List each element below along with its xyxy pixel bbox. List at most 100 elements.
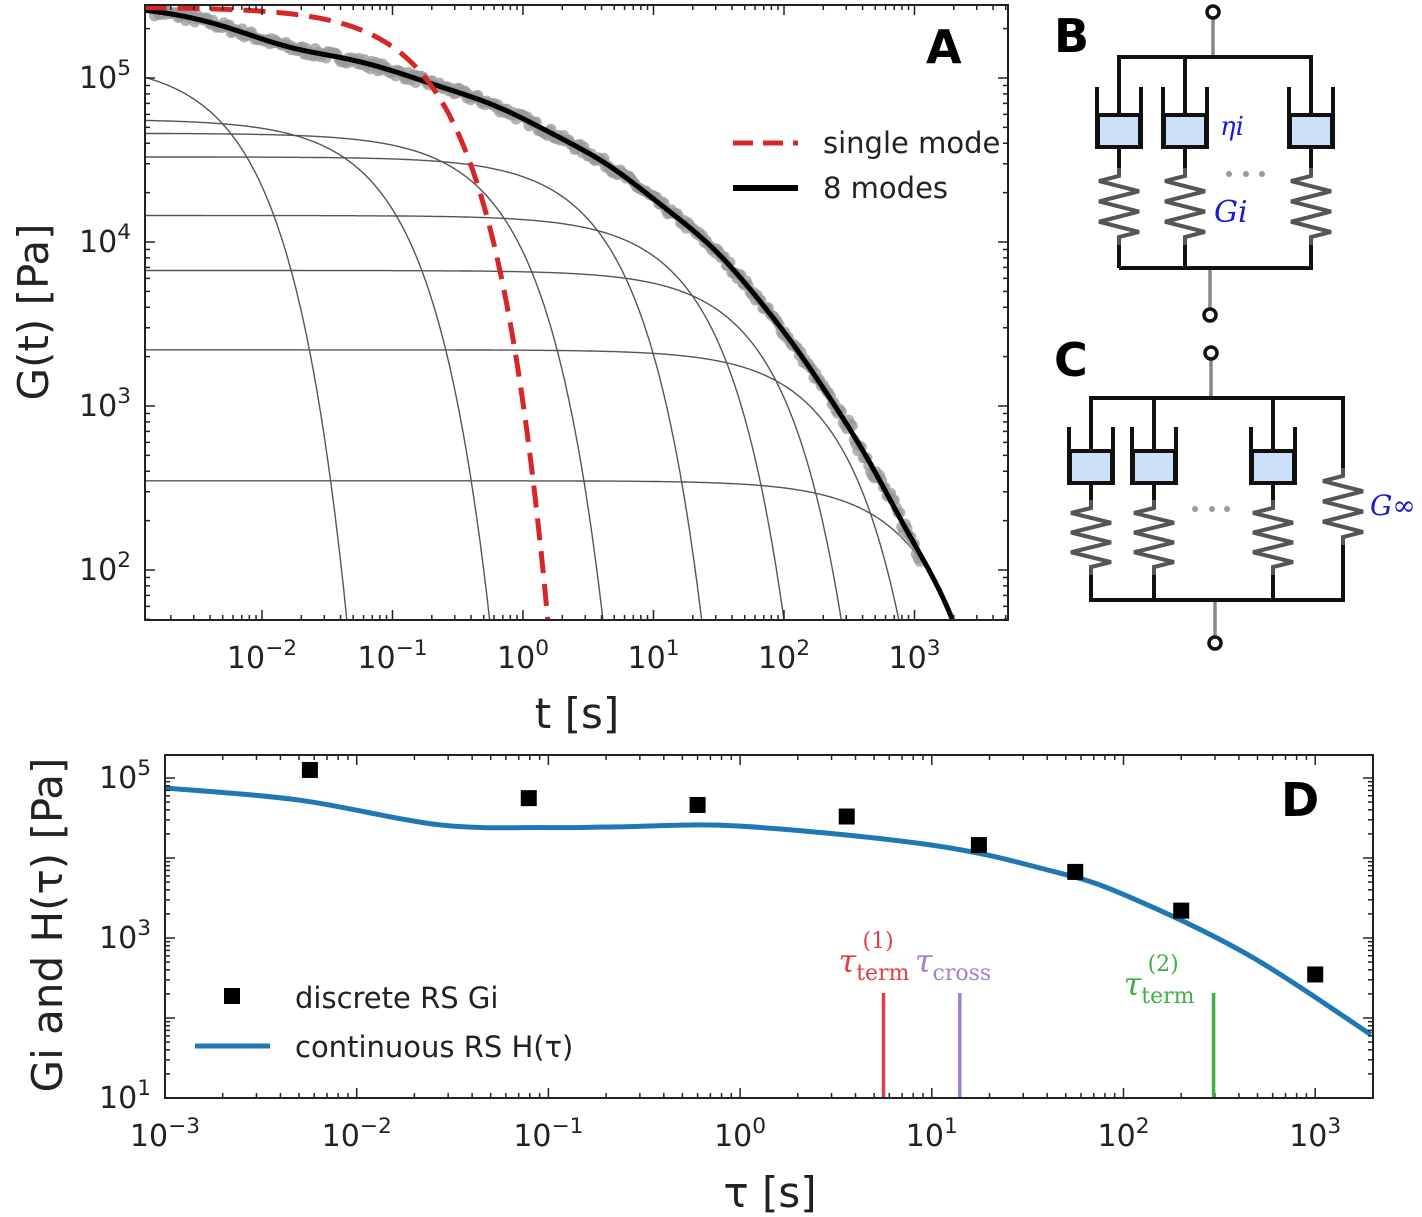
terminal-icon	[1207, 635, 1223, 651]
tick-exponent: 1	[137, 1076, 151, 1101]
terminal-icon	[1205, 4, 1221, 20]
panel-d-letter: D	[1281, 773, 1319, 827]
panel-d-xlabel: τ [s]	[723, 1168, 816, 1217]
dashpot-piston-icon	[1250, 449, 1296, 485]
legend-8-modes: 8 modes	[823, 171, 948, 205]
panel-c-diagram	[1067, 345, 1364, 651]
panel-a-y-tick-label: 105	[79, 56, 131, 96]
panel-d-x-tick-label: 100	[714, 1114, 766, 1154]
panel-b-letter: B	[1054, 9, 1089, 63]
tick-exponent: 1	[944, 1114, 958, 1139]
mode-curve	[145, 119, 491, 620]
panel-a-x-tick-label: 10−1	[357, 636, 427, 676]
tick-exponent: 3	[117, 384, 131, 409]
tick-exponent: −2	[265, 636, 297, 661]
panel-a-x-tick-label: 101	[628, 636, 680, 676]
panel-d-ylabel: Gi and H(τ) [Pa]	[23, 758, 72, 1093]
dashpot-piston-icon	[1096, 113, 1142, 149]
panel-d-x-tick-label: 101	[906, 1114, 958, 1154]
panel-a-xlabel: t [s]	[535, 689, 619, 738]
discrete-spectrum-marker	[838, 808, 855, 825]
tick-exponent: 2	[1136, 1114, 1150, 1139]
discrete-spectrum-marker	[689, 796, 706, 813]
mode-curve	[145, 76, 348, 620]
spring-icon	[1252, 500, 1294, 575]
dashpot-piston-icon	[1288, 113, 1334, 149]
panel-d-y-tick-label: 103	[99, 916, 151, 956]
panel-d-legend: discrete RS Gi continuous RS H(τ)	[195, 981, 573, 1064]
dashpot-piston-icon	[1131, 449, 1177, 485]
panel-a-frame	[144, 4, 1009, 621]
dashpot-piston-icon	[1068, 449, 1114, 485]
label-superscript: (1)	[863, 929, 894, 954]
tick-exponent: 0	[535, 636, 549, 661]
legend-discrete: discrete RS Gi	[295, 981, 498, 1015]
mode-curve	[145, 480, 954, 620]
tick-exponent: 3	[137, 916, 151, 941]
panel-c-letter: C	[1054, 333, 1088, 387]
panel-b-diagram	[1095, 4, 1335, 323]
annotation-label-cross: τcross	[915, 942, 991, 986]
panel-d-x-tick-label: 103	[1289, 1114, 1341, 1154]
legend-discrete-marker	[224, 988, 240, 1004]
ellipsis-dot	[1192, 506, 1198, 512]
panel-d-x-tick-label: 10−2	[322, 1114, 392, 1154]
panel-a-x-tick-label: 100	[497, 636, 549, 676]
tick-exponent: 3	[927, 636, 941, 661]
tick-exponent: 5	[117, 56, 131, 81]
panel-d-plot-area	[165, 761, 1373, 1037]
eta-label: ηi	[1220, 112, 1244, 142]
tick-exponent: −3	[168, 1114, 200, 1139]
mode-curve	[145, 156, 703, 620]
panel-a-ylabel: G(t) [Pa]	[9, 223, 58, 400]
tick-exponent: 1	[666, 636, 680, 661]
tick-exponent: 3	[1327, 1114, 1341, 1139]
ellipsis-dot	[1209, 506, 1215, 512]
panel-a-y-tick-label: 103	[79, 384, 131, 424]
ellipsis-dot	[1259, 171, 1265, 177]
discrete-spectrum-marker	[301, 761, 318, 778]
panel-d: 10−3 10−2 10−1 100 101 102 103101103105τterm(1…	[99, 754, 1374, 1154]
discrete-spectrum-marker	[1307, 966, 1324, 983]
mode-curve	[145, 269, 842, 620]
panel-d-y-tick-label: 105	[99, 756, 151, 796]
label-superscript: (2)	[1148, 952, 1179, 977]
spring-icon	[1290, 168, 1332, 245]
panel-a-letter: A	[926, 20, 962, 74]
annotation-label-term: τterm (1)	[839, 929, 910, 986]
tau-symbol: τ	[1124, 965, 1143, 1003]
dashpot-piston-icon	[1162, 113, 1208, 149]
g-inf-spring-icon	[1322, 468, 1364, 545]
panel-d-x-tick-label: 10−3	[130, 1114, 200, 1154]
spring-icon	[1098, 168, 1140, 245]
label-subscript: term	[1141, 984, 1194, 1009]
label-subscript: term	[856, 961, 909, 986]
mode-curve	[145, 132, 604, 620]
discrete-spectrum-marker	[1067, 863, 1084, 880]
tick-exponent: 2	[796, 636, 810, 661]
label-subscript: cross	[933, 961, 992, 986]
panel-d-frame	[164, 754, 1374, 1099]
panel-a-plot-area	[145, 5, 956, 620]
tau-symbol: τ	[839, 942, 858, 980]
tick-exponent: 0	[752, 1114, 766, 1139]
discrete-spectrum-marker	[970, 837, 987, 854]
tick-exponent: −1	[396, 636, 428, 661]
spring-icon	[1133, 500, 1175, 575]
spring-icon	[1070, 500, 1112, 575]
terminal-icon	[1202, 307, 1218, 323]
mode-curve	[145, 214, 785, 620]
panel-a-x-tick-label: 103	[889, 636, 941, 676]
panel-a-x-tick-label: 10−2	[227, 636, 297, 676]
tick-exponent: −1	[552, 1114, 584, 1139]
panel-a-y-tick-label: 102	[79, 548, 131, 588]
mode-curve	[145, 349, 900, 620]
legend-continuous: continuous RS H(τ)	[295, 1030, 573, 1064]
single-mode-line	[145, 5, 551, 620]
tick-exponent: −2	[360, 1114, 392, 1139]
g-i-label: Gi	[1214, 195, 1248, 230]
discrete-spectrum-marker	[520, 790, 537, 807]
panel-d-x-tick-label: 10−1	[513, 1114, 583, 1154]
eight-mode-fit-line	[145, 7, 956, 620]
